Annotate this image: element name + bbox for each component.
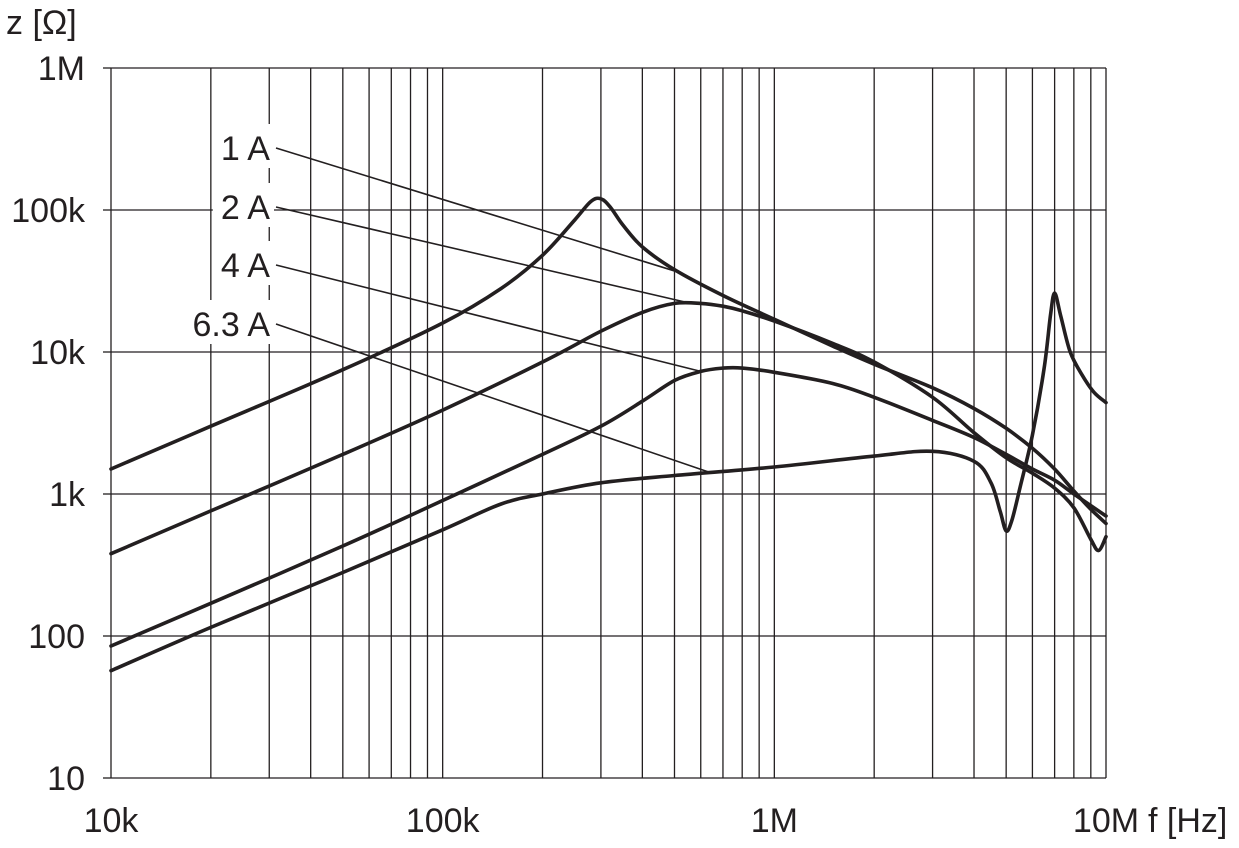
- legend-label-mask: [212, 124, 274, 168]
- legend-leader-line: [275, 264, 701, 373]
- legend-label-mask: [212, 241, 274, 285]
- series-line: [109, 300, 1108, 556]
- x-tick-label: 1M: [751, 802, 798, 840]
- y-tick-label: 10: [47, 760, 85, 798]
- y-tick-label: 100k: [11, 192, 86, 230]
- x-tick-label: 10k: [84, 802, 140, 840]
- y-tick-label: 100: [28, 618, 85, 656]
- y-tick-label: 10k: [30, 334, 86, 372]
- legend: 1 A 2 A 4 A 6.3 A: [192, 130, 270, 344]
- legend-label: 6.3 A: [192, 306, 270, 344]
- legend-label: 1 A: [221, 130, 270, 168]
- y-tick-label: 1k: [49, 476, 86, 514]
- series-line: [109, 291, 1108, 673]
- y-tick-label: 1M: [38, 50, 85, 88]
- legend-label-background: [184, 124, 274, 344]
- series-line: [109, 365, 1108, 648]
- legend-leader-line: [275, 147, 681, 274]
- y-axis-title: z [Ω]: [6, 4, 77, 42]
- legend-label-mask: [212, 183, 274, 227]
- grid: [103, 67, 1107, 779]
- x-tick-label: 100k: [406, 802, 481, 840]
- legend-leader-line: [275, 323, 711, 474]
- x-tick-label: 10M: [1073, 802, 1139, 840]
- y-tick-labels: 10 100 1k 10k 100k 1M: [11, 50, 86, 798]
- legend-leader-line: [275, 206, 691, 305]
- legend-label-mask: [184, 300, 274, 344]
- legend-label: 4 A: [221, 247, 270, 285]
- legend-leaders: [275, 147, 711, 474]
- x-tick-labels: 10k 100k 1M 10M: [84, 802, 1139, 840]
- legend-label: 2 A: [221, 189, 270, 227]
- x-axis-title: f [Hz]: [1148, 802, 1227, 840]
- series-lines: [109, 196, 1108, 673]
